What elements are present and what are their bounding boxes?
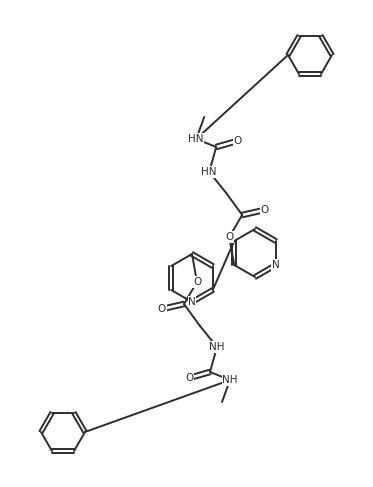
Text: O: O (193, 277, 201, 287)
Text: O: O (225, 232, 233, 242)
Text: O: O (260, 205, 268, 215)
Text: N: N (272, 260, 280, 270)
Text: O: O (233, 136, 241, 146)
Text: HN: HN (188, 134, 204, 144)
Text: NH: NH (222, 375, 238, 385)
Text: HN: HN (201, 167, 217, 177)
Text: NH: NH (209, 342, 225, 352)
Text: O: O (158, 304, 166, 314)
Text: O: O (185, 373, 193, 383)
Text: N: N (188, 297, 196, 307)
